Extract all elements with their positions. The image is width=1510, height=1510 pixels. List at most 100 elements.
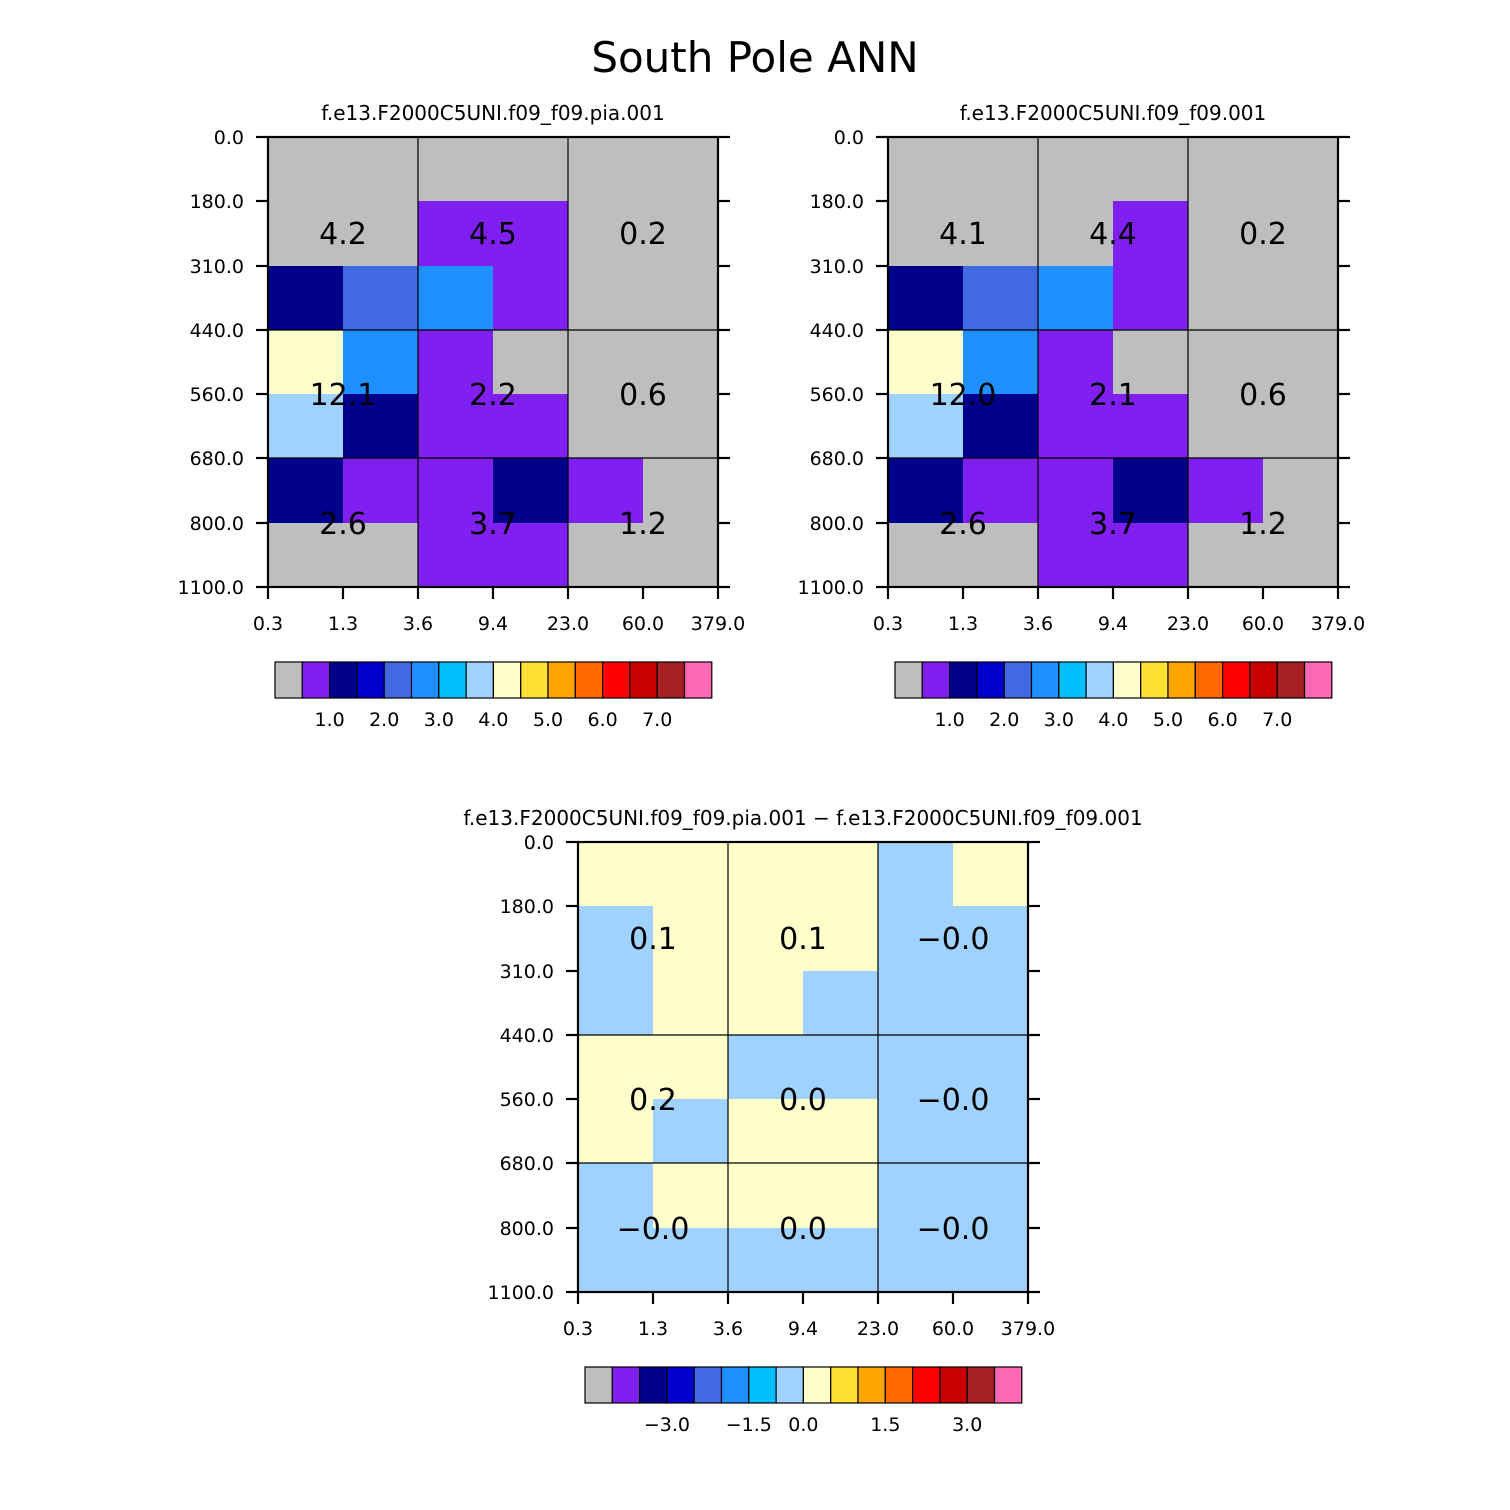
x-tick-label: 379.0 (1311, 613, 1365, 635)
y-tick-label: 0.0 (214, 127, 244, 149)
box-value-label: 1.2 (619, 507, 667, 542)
box-value-label: 0.0 (779, 1083, 827, 1118)
colorbar-label: 4.0 (478, 709, 508, 731)
colorbar-swatch (1194, 661, 1224, 699)
x-tick-label: 23.0 (547, 613, 589, 635)
x-tick-label: 23.0 (1167, 613, 1209, 635)
y-tick-label: 1100.0 (488, 1282, 554, 1304)
y-tick-label: 310.0 (500, 961, 554, 983)
heatmap-cell (268, 330, 344, 395)
main-title: South Pole ANN (591, 33, 918, 82)
colorbar-swatch (301, 661, 331, 699)
colorbar-swatch (1030, 661, 1060, 699)
colorbar-swatch (939, 1366, 968, 1404)
heatmap-cell (1038, 523, 1114, 588)
heatmap-cell (728, 1228, 804, 1293)
heatmap-cell (268, 201, 344, 267)
heatmap-cell (803, 1163, 879, 1229)
y-tick-label: 680.0 (500, 1153, 554, 1175)
heatmap-cell (803, 842, 879, 907)
colorbar-swatch (775, 1366, 804, 1404)
x-tick-label: 60.0 (1242, 613, 1284, 635)
heatmap-cell (953, 1035, 1029, 1100)
heatmap-cell (953, 842, 1029, 907)
colorbar-swatch (884, 1366, 914, 1404)
heatmap-cell (268, 137, 344, 202)
box-value-label: −0.0 (917, 922, 990, 957)
heatmap-cell (1263, 394, 1339, 459)
colorbar-swatch (547, 661, 576, 699)
box-value-label: 3.7 (469, 507, 517, 542)
heatmap-cell (888, 137, 964, 202)
colorbar-swatch (520, 661, 549, 699)
colorbar-label: 0.0 (788, 1414, 818, 1436)
colorbar-swatch (976, 661, 1005, 699)
heatmap-cell (728, 906, 804, 972)
heatmap-cell (1113, 137, 1189, 202)
heatmap-cell (888, 458, 964, 524)
x-tick-label: 0.3 (253, 613, 283, 635)
colorbar-swatch (948, 661, 978, 699)
colorbar-swatch (1303, 661, 1333, 699)
heatmap-cell (1038, 266, 1114, 331)
x-tick-label: 0.3 (563, 1318, 593, 1340)
heatmap-cell (1263, 201, 1339, 267)
heatmap-cell (493, 394, 569, 459)
colorbar-swatch (993, 1366, 1023, 1404)
heatmap-cell (1188, 394, 1264, 459)
colorbar-label: 5.0 (533, 709, 563, 731)
heatmap-cell (953, 1099, 1029, 1164)
colorbar-swatch (802, 1366, 832, 1404)
y-tick-label: 800.0 (190, 513, 244, 535)
colorbar-swatch (1276, 661, 1306, 699)
heatmap-cell (343, 330, 419, 395)
colorbar-label: 1.0 (934, 709, 964, 731)
heatmap-cell (728, 1099, 804, 1164)
box-value-label: 2.6 (939, 507, 987, 542)
heatmap-cell (1038, 394, 1114, 459)
heatmap-cell (343, 458, 419, 524)
box-value-label: 2.2 (469, 378, 517, 413)
heatmap-cell (418, 137, 494, 202)
heatmap-cell (1113, 201, 1189, 267)
heatmap-cell (878, 906, 954, 972)
box-value-label: 0.2 (629, 1083, 677, 1118)
heatmap-cell (643, 394, 719, 459)
heatmap-cell (1038, 137, 1114, 202)
heatmap-cell (953, 1228, 1029, 1293)
heatmap-cell (963, 330, 1039, 395)
heatmap-cell (878, 1035, 954, 1100)
colorbar-swatch (894, 661, 923, 699)
colorbar-swatch (830, 1366, 859, 1404)
x-tick-label: 60.0 (622, 613, 664, 635)
heatmap-cell (653, 842, 729, 907)
y-tick-label: 0.0 (834, 127, 864, 149)
heatmap-cell (343, 394, 419, 459)
colorbar-label: 4.0 (1098, 709, 1128, 731)
heatmap-cell (493, 523, 569, 588)
heatmap-cell (888, 523, 964, 588)
y-tick-label: 0.0 (524, 832, 554, 854)
colorbar-swatch (1167, 661, 1196, 699)
heatmap-cell (493, 137, 569, 202)
heatmap-cell (418, 394, 494, 459)
y-tick-label: 440.0 (500, 1025, 554, 1047)
heatmap-cell (1188, 330, 1264, 395)
box-value-label: 4.1 (939, 217, 987, 252)
heatmap-cell (953, 1163, 1029, 1229)
heatmap-cell (1038, 330, 1114, 395)
colorbar-label: 6.0 (1207, 709, 1237, 731)
colorbar-label: −1.5 (726, 1414, 772, 1436)
colorbar-swatch (584, 1366, 613, 1404)
colorbar-swatch (683, 661, 713, 699)
heatmap-cell (268, 458, 344, 524)
colorbar-swatch (611, 1366, 641, 1404)
colorbar-swatch (383, 661, 413, 699)
heatmap-cell (803, 1099, 879, 1164)
heatmap-cell (1263, 458, 1339, 524)
box-value-label: −0.0 (917, 1083, 990, 1118)
plot-control: f.e13.F2000C5UNI.f09_f09.001 4.1 4.4 0.2 12.… (798, 101, 1366, 731)
heatmap-cell (1188, 523, 1264, 588)
heatmap-cell (643, 201, 719, 267)
colorbar-swatch (1085, 661, 1114, 699)
